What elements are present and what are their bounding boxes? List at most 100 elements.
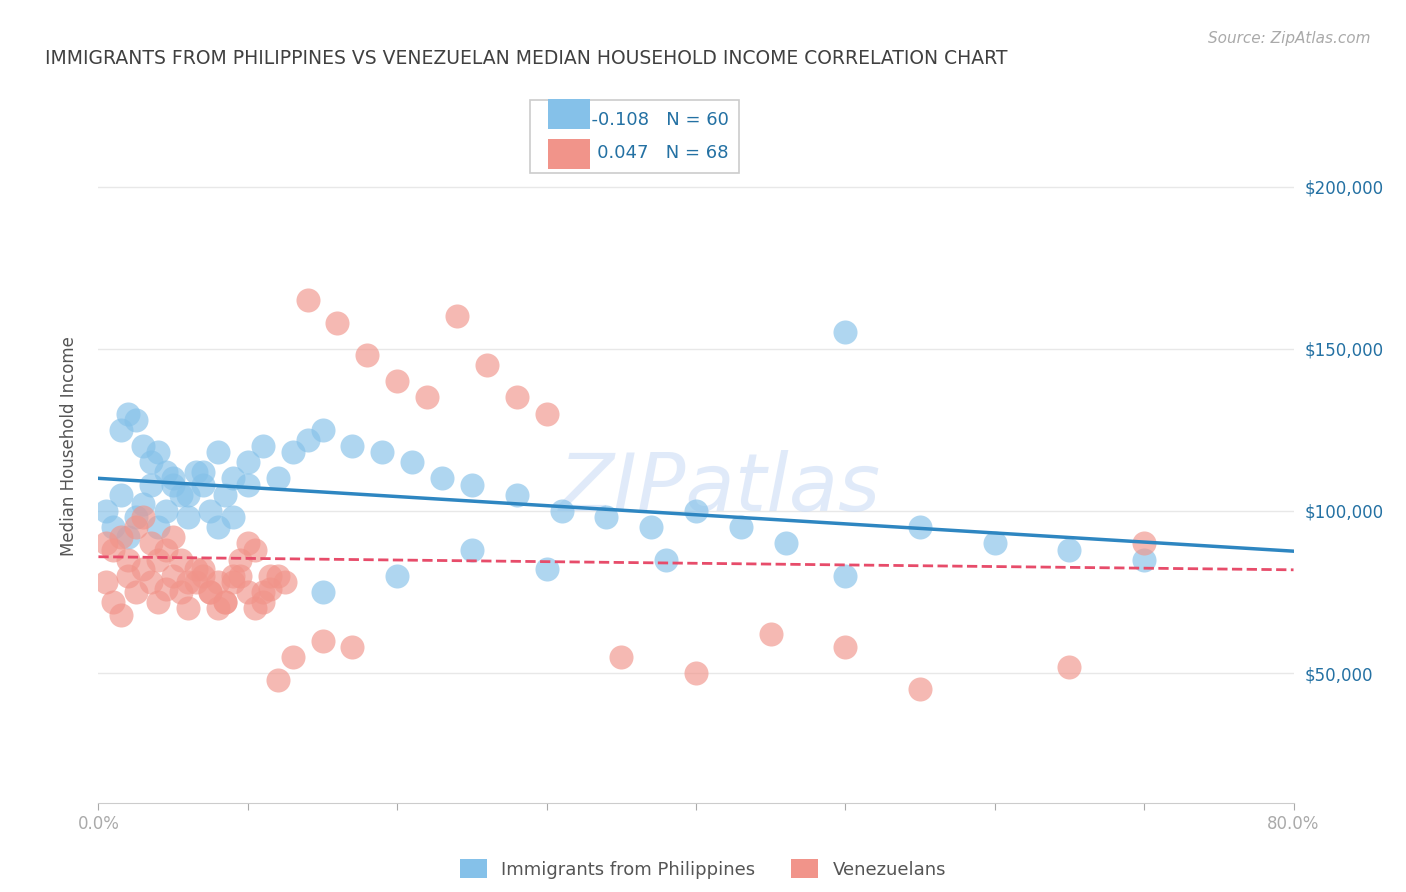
Point <box>103 520 125 534</box>
Point <box>475 358 498 372</box>
Point <box>259 568 281 582</box>
Point <box>506 390 529 404</box>
Point <box>177 488 200 502</box>
Point <box>214 595 236 609</box>
Point <box>169 585 191 599</box>
Point <box>274 575 297 590</box>
Text: R = -0.108   N = 60
  R =  0.047   N = 68: R = -0.108 N = 60 R = 0.047 N = 68 <box>541 111 728 162</box>
Point <box>236 455 259 469</box>
Point <box>834 326 856 340</box>
Point <box>685 666 707 681</box>
Point <box>342 640 364 654</box>
Point <box>430 471 453 485</box>
Text: Source: ZipAtlas.com: Source: ZipAtlas.com <box>1208 31 1371 46</box>
Point <box>775 536 797 550</box>
Point <box>132 562 155 576</box>
Point <box>132 497 155 511</box>
Point <box>506 488 529 502</box>
Point <box>267 568 290 582</box>
Point <box>162 568 184 582</box>
Point <box>139 455 162 469</box>
Point <box>446 310 468 324</box>
Point <box>730 520 752 534</box>
Point <box>200 585 222 599</box>
Point <box>103 595 125 609</box>
Point <box>222 575 245 590</box>
Point <box>311 423 333 437</box>
Point <box>229 568 252 582</box>
Point <box>125 413 148 427</box>
Point <box>326 316 349 330</box>
Point <box>1133 536 1156 550</box>
Text: IMMIGRANTS FROM PHILIPPINES VS VENEZUELAN MEDIAN HOUSEHOLD INCOME CORRELATION CH: IMMIGRANTS FROM PHILIPPINES VS VENEZUELA… <box>45 49 1007 68</box>
Point <box>184 562 207 576</box>
Point <box>94 536 117 550</box>
Point <box>155 465 177 479</box>
Point <box>245 601 267 615</box>
Point <box>132 439 155 453</box>
Point <box>281 649 304 664</box>
Point <box>311 633 333 648</box>
Point <box>252 439 274 453</box>
Point <box>207 601 229 615</box>
Point <box>461 542 484 557</box>
Point <box>117 530 139 544</box>
Point <box>834 640 856 654</box>
Point <box>640 520 662 534</box>
Point <box>259 582 281 596</box>
Point <box>125 585 148 599</box>
Point <box>536 562 558 576</box>
Point <box>155 504 177 518</box>
Point <box>94 575 117 590</box>
Point <box>103 542 125 557</box>
Point <box>655 552 678 566</box>
Point <box>222 510 245 524</box>
Point <box>1059 659 1081 673</box>
Point <box>117 568 139 582</box>
Point <box>191 465 214 479</box>
Point <box>1059 542 1081 557</box>
Point <box>139 575 162 590</box>
Point <box>685 504 707 518</box>
Point <box>117 407 139 421</box>
Legend: Immigrants from Philippines, Venezuelans: Immigrants from Philippines, Venezuelans <box>460 859 946 879</box>
Point <box>177 575 200 590</box>
Point <box>834 568 856 582</box>
Point <box>342 439 364 453</box>
Point <box>214 488 236 502</box>
Point <box>311 585 333 599</box>
Point <box>162 530 184 544</box>
Point <box>229 552 252 566</box>
Y-axis label: Median Household Income: Median Household Income <box>59 336 77 556</box>
Point <box>385 374 409 388</box>
Point <box>252 595 274 609</box>
Point <box>222 471 245 485</box>
Point <box>200 585 222 599</box>
Point <box>371 445 394 459</box>
Point <box>110 530 132 544</box>
Point <box>297 293 319 307</box>
Point <box>385 568 409 582</box>
Point <box>155 542 177 557</box>
Point <box>139 478 162 492</box>
Point <box>207 575 229 590</box>
Point <box>207 520 229 534</box>
Point <box>908 520 931 534</box>
Point <box>356 348 378 362</box>
Point <box>184 575 207 590</box>
Point <box>191 478 214 492</box>
Point <box>184 465 207 479</box>
Point <box>110 488 132 502</box>
Point <box>110 607 132 622</box>
Point <box>401 455 423 469</box>
Point <box>155 582 177 596</box>
Point <box>169 552 191 566</box>
Point <box>252 585 274 599</box>
Point <box>297 433 319 447</box>
Point <box>245 542 267 557</box>
Point <box>191 562 214 576</box>
Point <box>222 568 245 582</box>
Point <box>148 520 170 534</box>
Point <box>148 552 170 566</box>
Point <box>267 673 290 687</box>
